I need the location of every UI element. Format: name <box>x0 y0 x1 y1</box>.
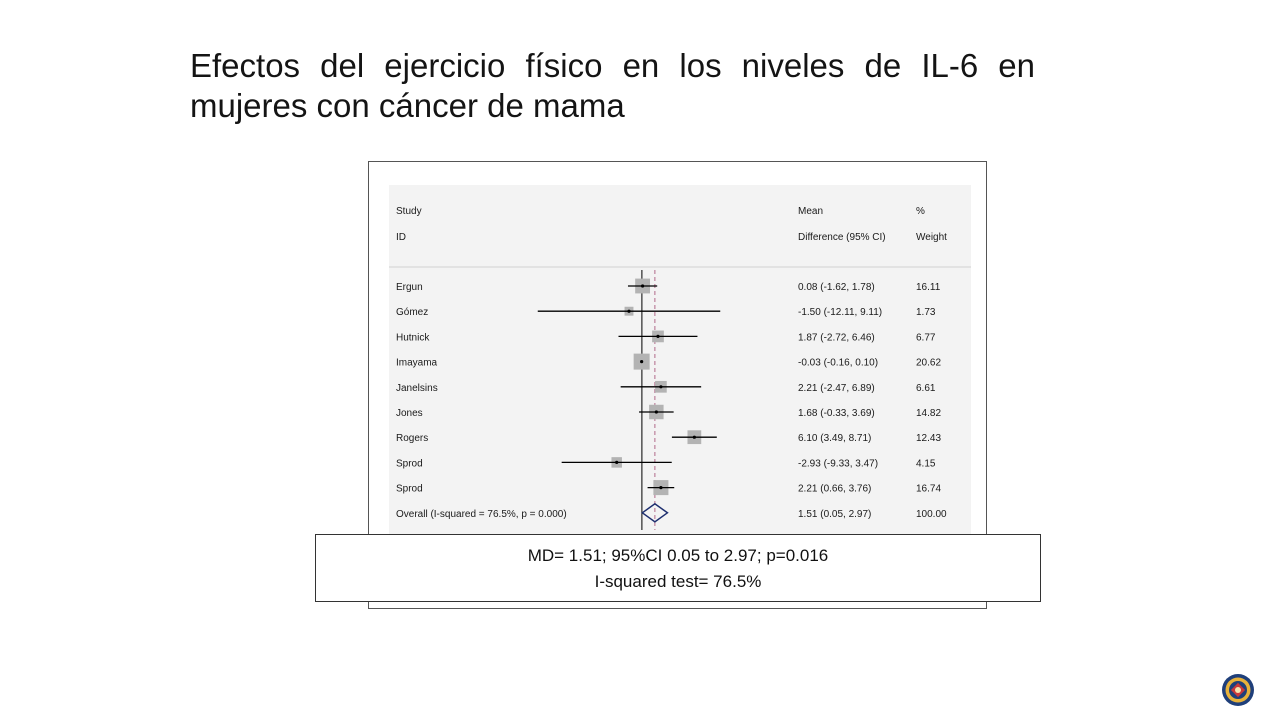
study-effect-label: 1.87 (-2.72, 6.46) <box>798 332 875 343</box>
study-name: Sprod <box>396 458 423 469</box>
study-weight-label: 20.62 <box>916 358 941 369</box>
study-point <box>627 309 631 313</box>
study-effect-label: 1.68 (-0.33, 3.69) <box>798 408 875 419</box>
study-point <box>615 460 619 464</box>
study-weight-label: 1.73 <box>916 307 936 318</box>
study-name: Imayama <box>396 358 438 369</box>
study-name: Gómez <box>396 307 428 318</box>
study-effect-label: 6.10 (3.49, 8.71) <box>798 433 871 444</box>
header-study: Study <box>396 206 422 217</box>
study-point <box>656 334 660 338</box>
study-point <box>659 486 663 490</box>
study-name: Jones <box>396 408 423 419</box>
study-effect-label: -1.50 (-12.11, 9.11) <box>798 307 882 318</box>
overall-diamond <box>641 502 669 523</box>
header-mean: Mean <box>798 206 823 217</box>
study-name: Sprod <box>396 484 423 495</box>
study-effect-label: 2.21 (0.66, 3.76) <box>798 484 871 495</box>
study-weight-label: 6.61 <box>916 383 936 394</box>
header-weight: Weight <box>916 232 947 243</box>
study-point <box>640 360 644 364</box>
study-weight-label: 16.11 <box>916 282 941 293</box>
header-percent: % <box>916 206 925 217</box>
slide-title: Efectos del ejercicio físico en los nive… <box>190 46 1035 126</box>
study-point <box>640 284 645 288</box>
study-weight-label: 12.43 <box>916 433 941 444</box>
slide-title-line-1: Efectos del ejercicio físico en los nive… <box>190 47 1035 84</box>
study-point <box>659 385 663 389</box>
study-weight-label: 16.74 <box>916 484 941 495</box>
study-effect-label: -2.93 (-9.33, 3.47) <box>798 458 878 469</box>
study-weight-label: 6.77 <box>916 332 936 343</box>
study-effect-label: 2.21 (-2.47, 6.89) <box>798 383 875 394</box>
overall-name: Overall (I-squared = 76.5%, p = 0.000) <box>396 509 567 520</box>
overall-effect-label: 1.51 (0.05, 2.97) <box>798 509 871 520</box>
study-name: Rogers <box>396 433 428 444</box>
study-point <box>692 435 696 439</box>
summary-line-md: MD= 1.51; 95%CI 0.05 to 2.97; p=0.016 <box>527 546 829 565</box>
study-name: Janelsins <box>396 383 438 394</box>
header-id: ID <box>396 232 406 243</box>
slide-title-line-2: mujeres con cáncer de mama <box>190 87 625 124</box>
study-effect-label: 0.08 (-1.62, 1.78) <box>798 282 875 293</box>
study-name: Ergun <box>396 282 423 293</box>
university-seal-icon <box>1222 674 1254 706</box>
summary-line-isquared: I-squared test= 76.5% <box>594 572 762 591</box>
summary-box: MD= 1.51; 95%CI 0.05 to 2.97; p=0.016 I-… <box>315 534 1041 602</box>
study-name: Hutnick <box>396 332 430 343</box>
study-weight-label: 14.82 <box>916 408 941 419</box>
header-difference: Difference (95% CI) <box>798 232 886 243</box>
forest-plot-panel <box>389 185 971 534</box>
study-effect-label: -0.03 (-0.16, 0.10) <box>798 358 878 369</box>
study-weight-label: 4.15 <box>916 458 936 469</box>
overall-weight-label: 100.00 <box>916 509 947 520</box>
study-point <box>654 410 658 414</box>
